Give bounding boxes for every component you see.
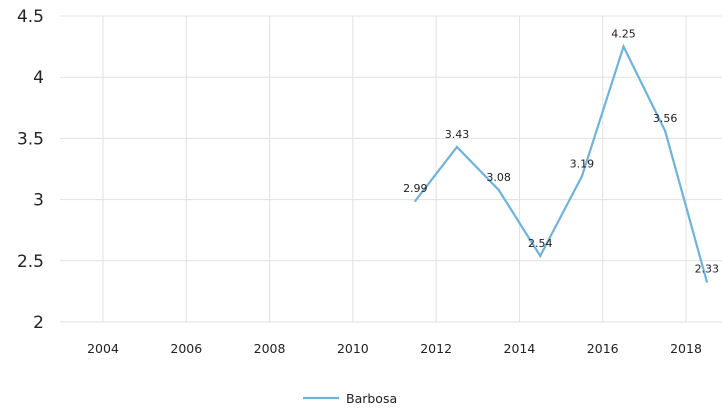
y-tick-label: 2.5 <box>17 252 44 272</box>
x-tick-label: 2004 <box>87 341 119 356</box>
data-label: 3.08 <box>486 171 511 184</box>
data-label: 4.25 <box>611 28 636 41</box>
data-point[interactable] <box>663 129 667 133</box>
x-tick-label: 2010 <box>337 341 369 356</box>
data-point[interactable] <box>622 45 625 48</box>
data-label: 3.56 <box>653 112 678 125</box>
data-label: 3.19 <box>570 157 595 170</box>
data-label: 3.43 <box>445 128 470 141</box>
data-point[interactable] <box>497 188 500 192</box>
legend[interactable]: Barbosa <box>303 391 397 406</box>
x-tick-label: 2016 <box>587 341 619 356</box>
x-tick-label: 2008 <box>254 341 286 356</box>
y-tick-label: 4.5 <box>17 7 44 27</box>
x-tick-label: 2014 <box>504 341 536 356</box>
x-tick-label: 2006 <box>170 341 202 356</box>
data-point[interactable] <box>705 280 709 283</box>
data-label: 2.54 <box>528 237 553 250</box>
y-axis-ticks: 2 2.5 3 3.5 4 4.5 <box>17 7 44 333</box>
y-tick-label: 2 <box>33 313 44 333</box>
x-tick-label: 2018 <box>670 341 702 356</box>
y-tick-label: 3.5 <box>17 129 44 149</box>
data-point[interactable] <box>539 254 542 258</box>
series-group <box>414 43 709 283</box>
data-point[interactable] <box>455 145 459 149</box>
y-tick-label: 3 <box>33 191 44 211</box>
series-line-barbosa[interactable] <box>414 43 708 282</box>
x-tick-label: 2012 <box>420 341 452 356</box>
x-axis-ticks: 2004 2006 2008 2010 2012 2014 2016 2018 <box>87 341 702 356</box>
y-tick-label: 4 <box>33 68 44 88</box>
data-label: 2.33 <box>695 263 720 276</box>
legend-label: Barbosa <box>346 391 397 406</box>
data-labels: 2.99 3.43 3.08 2.54 3.19 4.25 3.56 2.33 <box>403 28 719 276</box>
data-point[interactable] <box>414 199 417 203</box>
grid <box>60 15 722 323</box>
data-point[interactable] <box>580 175 584 178</box>
data-label: 2.99 <box>403 182 428 195</box>
